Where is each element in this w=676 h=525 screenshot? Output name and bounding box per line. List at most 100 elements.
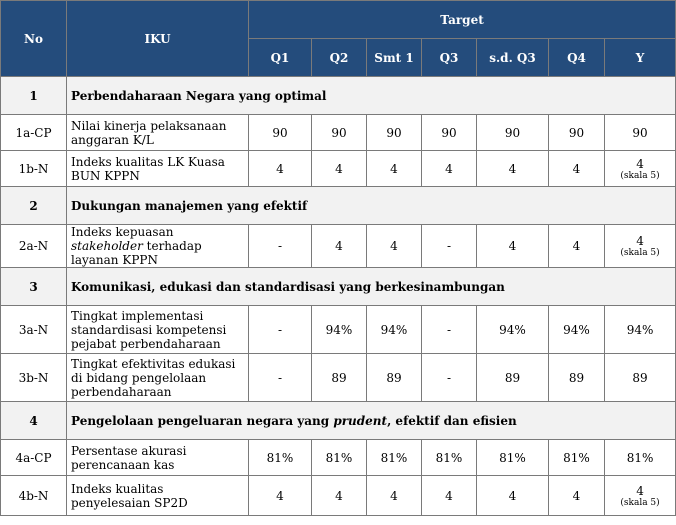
target-value: 81% xyxy=(603,439,676,476)
section-number: 4 xyxy=(0,401,67,440)
target-value: 90 xyxy=(476,114,549,151)
header-period-y: Y xyxy=(603,38,676,77)
target-value: 89 xyxy=(548,353,605,402)
target-value: 81% xyxy=(366,439,422,476)
table-row: 1a-CP Nilai kinerja pelaksanaan anggaran… xyxy=(0,114,676,151)
target-value: 4 xyxy=(366,224,422,268)
target-value: 89 xyxy=(366,353,422,402)
target-value: - xyxy=(421,224,477,268)
section-title: Pengelolaan pengeluaran negara yang prud… xyxy=(65,401,676,440)
section-row: 1 Perbendaharaan Negara yang optimal xyxy=(0,76,676,115)
target-value: 4 xyxy=(311,224,367,268)
target-value: 94% xyxy=(603,305,676,354)
target-value: 94% xyxy=(311,305,367,354)
section-title-part: , efektif dan efisien xyxy=(387,413,517,428)
table-row: 4a-CP Persentase akurasi perencanaan kas… xyxy=(0,439,676,476)
target-value: 4 xyxy=(476,150,549,187)
scale-note: (skala 5) xyxy=(620,497,660,508)
target-value: 4 xyxy=(421,475,477,516)
section-title: Komunikasi, edukasi dan standardisasi ya… xyxy=(65,267,676,306)
iku-code: 3b-N xyxy=(0,353,67,402)
iku-name: Tingkat implementasi standardisasi kompe… xyxy=(66,305,249,354)
header-no: No xyxy=(0,0,67,77)
scale-note: (skala 5) xyxy=(620,170,660,181)
target-value: 4 xyxy=(476,224,549,268)
target-value: 90 xyxy=(421,114,477,151)
target-value: 94% xyxy=(366,305,422,354)
iku-name-part: terhadap layanan KPPN xyxy=(71,239,202,267)
target-value: 89 xyxy=(476,353,549,402)
header-period-q4: Q4 xyxy=(548,38,605,77)
iku-name: Nilai kinerja pelaksanaan anggaran K/L xyxy=(66,114,249,151)
target-value: 4 xyxy=(548,475,605,516)
section-title: Perbendaharaan Negara yang optimal xyxy=(65,76,676,115)
target-value: 81% xyxy=(248,439,312,476)
iku-name-emphasis: stakeholder xyxy=(71,239,143,253)
iku-code: 4a-CP xyxy=(0,439,67,476)
target-value: 4 xyxy=(636,234,644,248)
target-value: - xyxy=(421,305,477,354)
section-row: 2 Dukungan manajemen yang efektif xyxy=(0,186,676,225)
target-value: 94% xyxy=(548,305,605,354)
target-value-with-scale: 4 (skala 5) xyxy=(603,224,676,268)
section-row: 3 Komunikasi, edukasi dan standardisasi … xyxy=(0,267,676,306)
iku-code: 1b-N xyxy=(0,150,67,187)
iku-name-part: Indeks kepuasan xyxy=(71,225,174,239)
header-period-q2: Q2 xyxy=(311,38,367,77)
target-value: 89 xyxy=(603,353,676,402)
target-value: 4 xyxy=(366,150,422,187)
section-title-part: Pengelolaan pengeluaran negara yang xyxy=(71,413,334,428)
target-value: 81% xyxy=(548,439,605,476)
target-value: 90 xyxy=(366,114,422,151)
target-value: 4 xyxy=(311,475,367,516)
header-period-smt1: Smt 1 xyxy=(366,38,422,77)
target-value: 4 xyxy=(248,150,312,187)
header-period-sd-q3: s.d. Q3 xyxy=(476,38,549,77)
iku-name: Persentase akurasi perencanaan kas xyxy=(66,439,249,476)
iku-code: 3a-N xyxy=(0,305,67,354)
target-value: 4 xyxy=(636,156,644,171)
target-value: 94% xyxy=(476,305,549,354)
target-value: 4 xyxy=(248,475,312,516)
section-row: 4 Pengelolaan pengeluaran negara yang pr… xyxy=(0,401,676,440)
section-number: 3 xyxy=(0,267,67,306)
target-value: 81% xyxy=(476,439,549,476)
header-period-q3: Q3 xyxy=(421,38,477,77)
header-period-q1: Q1 xyxy=(248,38,312,77)
iku-code: 2a-N xyxy=(0,224,67,268)
section-number: 2 xyxy=(0,186,67,225)
target-value: 4 xyxy=(311,150,367,187)
iku-code: 4b-N xyxy=(0,475,67,516)
table-row: 2a-N Indeks kepuasan stakeholder terhada… xyxy=(0,224,676,268)
target-value: - xyxy=(421,353,477,402)
target-value: 4 xyxy=(421,150,477,187)
target-value: 4 xyxy=(548,224,605,268)
target-value: - xyxy=(248,353,312,402)
table-row: 4b-N Indeks kualitas penyelesaian SP2D 4… xyxy=(0,475,676,516)
target-value: 4 xyxy=(366,475,422,516)
target-value: - xyxy=(248,305,312,354)
target-value: 90 xyxy=(603,114,676,151)
target-value: 4 xyxy=(636,483,644,498)
target-value: 90 xyxy=(311,114,367,151)
target-value-with-scale: 4 (skala 5) xyxy=(603,150,676,187)
target-value: 89 xyxy=(311,353,367,402)
iku-name: Indeks kualitas penyelesaian SP2D xyxy=(66,475,249,516)
target-value: 81% xyxy=(421,439,477,476)
section-title-emphasis: prudent xyxy=(333,413,388,428)
target-value: - xyxy=(248,224,312,268)
target-value: 4 xyxy=(476,475,549,516)
target-value: 81% xyxy=(311,439,367,476)
section-number: 1 xyxy=(0,76,67,115)
iku-name: Indeks kepuasan stakeholder terhadap lay… xyxy=(66,224,249,268)
scale-note: (skala 5) xyxy=(620,248,660,258)
iku-name: Indeks kualitas LK Kuasa BUN KPPN xyxy=(66,150,249,187)
target-value: 90 xyxy=(548,114,605,151)
target-value-with-scale: 4 (skala 5) xyxy=(603,475,676,516)
header-target: Target xyxy=(247,0,676,39)
table-row: 3a-N Tingkat implementasi standardisasi … xyxy=(0,305,676,354)
target-value: 4 xyxy=(548,150,605,187)
header-iku: IKU xyxy=(66,0,249,77)
iku-name: Tingkat efektivitas edukasi di bidang pe… xyxy=(66,353,249,402)
iku-code: 1a-CP xyxy=(0,114,67,151)
